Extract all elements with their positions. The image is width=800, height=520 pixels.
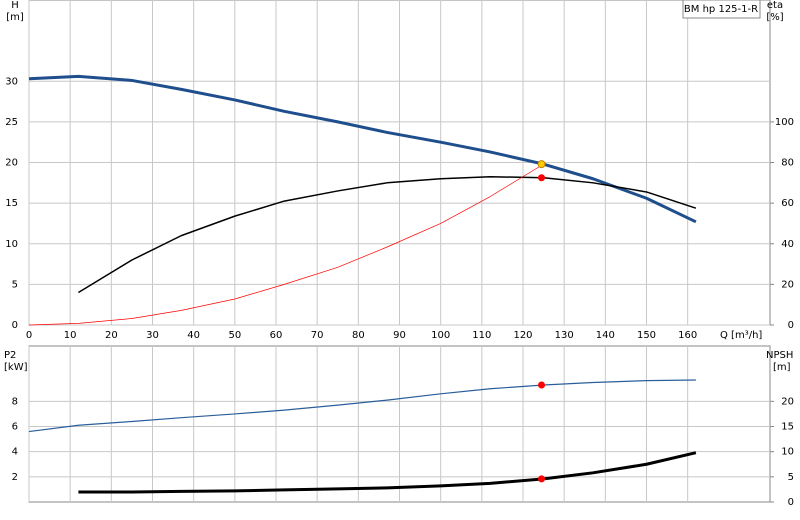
y2-tick-label: 80 bbox=[781, 158, 794, 169]
y2-tick-label: 10 bbox=[781, 447, 794, 458]
y-tick-label: 0 bbox=[12, 320, 18, 331]
x-tick-label: 0 bbox=[26, 330, 32, 341]
y2-axis-label: NPSH bbox=[766, 350, 793, 361]
y-axis-unit: [m] bbox=[6, 12, 24, 23]
y-tick-label: 5 bbox=[12, 279, 18, 290]
curve-eta bbox=[78, 175, 697, 294]
x-tick-label: 110 bbox=[472, 330, 491, 341]
y-axis-label: H bbox=[11, 0, 19, 11]
y-tick-label: 15 bbox=[5, 198, 18, 209]
y-tick-label: 4 bbox=[12, 447, 18, 458]
x-tick-label: 70 bbox=[311, 330, 324, 341]
y-tick-label: 10 bbox=[5, 239, 18, 250]
x-tick-label: 50 bbox=[228, 330, 241, 341]
x-tick-label: 100 bbox=[431, 330, 450, 341]
x-tick-label: 160 bbox=[678, 330, 697, 341]
y2-axis-unit: [m] bbox=[773, 362, 791, 373]
y-tick-label: 8 bbox=[12, 396, 18, 407]
curve-npsh bbox=[78, 451, 697, 494]
title-box bbox=[682, 0, 761, 19]
x-tick-label: 20 bbox=[105, 330, 118, 341]
y2-tick-label: 60 bbox=[781, 198, 794, 209]
x-tick-label: 140 bbox=[596, 330, 615, 341]
x-tick-label: 120 bbox=[513, 330, 532, 341]
y2-axis-label: eta bbox=[767, 0, 783, 11]
y-tick-label: 6 bbox=[12, 422, 18, 433]
curve-system bbox=[28, 163, 544, 326]
y2-tick-label: 20 bbox=[781, 396, 794, 407]
y2-tick-label: 15 bbox=[781, 422, 794, 433]
operating-point bbox=[538, 475, 546, 483]
curve-h bbox=[28, 74, 697, 224]
x-tick-label: 60 bbox=[270, 330, 283, 341]
y-tick-label: 20 bbox=[5, 158, 18, 169]
curve-p2 bbox=[28, 379, 696, 433]
y2-tick-label: 0 bbox=[788, 320, 794, 331]
x-axis-label: Q [m³/h] bbox=[720, 330, 762, 341]
x-tick-label: 90 bbox=[393, 330, 406, 341]
y-tick-label: 2 bbox=[12, 472, 18, 483]
operating-point bbox=[538, 174, 546, 182]
x-tick-label: 10 bbox=[64, 330, 77, 341]
y2-axis-unit: [%] bbox=[766, 12, 783, 23]
operating-point bbox=[538, 381, 546, 389]
y2-tick-label: 5 bbox=[788, 472, 794, 483]
x-tick-label: 130 bbox=[555, 330, 574, 341]
y-tick-label: 25 bbox=[5, 117, 18, 128]
y2-tick-label: 100 bbox=[775, 117, 794, 128]
y-axis-unit: [kW] bbox=[4, 362, 28, 373]
x-tick-label: 150 bbox=[637, 330, 656, 341]
x-tick-label: 40 bbox=[187, 330, 200, 341]
operating-point bbox=[537, 160, 546, 169]
y2-tick-label: 20 bbox=[781, 279, 794, 290]
y-axis-label: P2 bbox=[4, 350, 16, 361]
y2-tick-label: 0 bbox=[788, 497, 794, 508]
x-tick-label: 80 bbox=[352, 330, 365, 341]
chart-title: BM hp 125-1-R bbox=[684, 4, 758, 15]
y-tick-label: 30 bbox=[5, 76, 18, 87]
x-tick-label: 30 bbox=[146, 330, 159, 341]
y2-tick-label: 40 bbox=[781, 239, 794, 250]
